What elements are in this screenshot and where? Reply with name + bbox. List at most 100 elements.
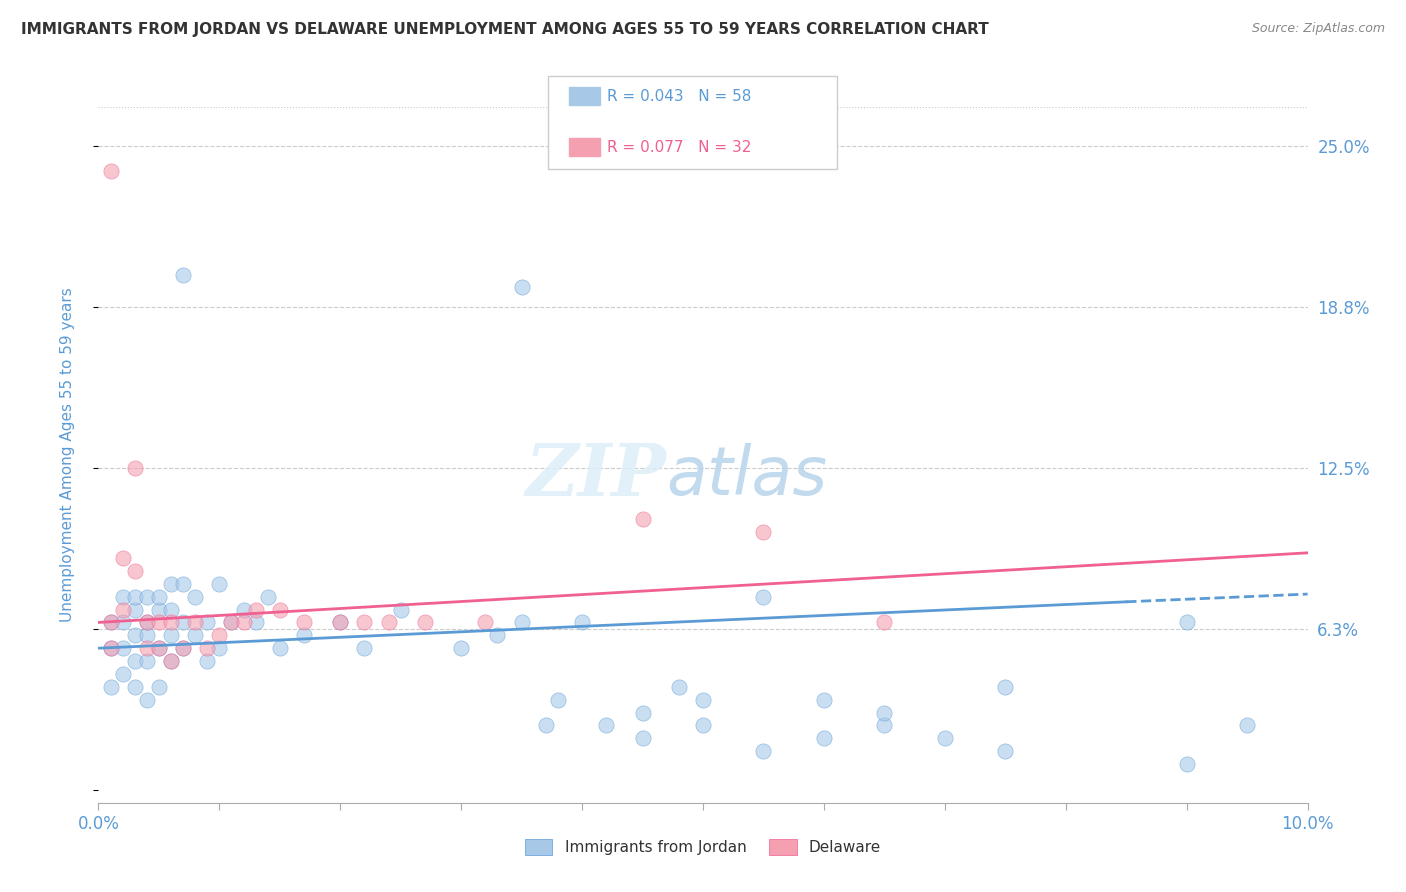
Point <box>813 692 835 706</box>
Point <box>1175 615 1198 630</box>
Point <box>668 680 690 694</box>
Text: R = 0.043   N = 58: R = 0.043 N = 58 <box>607 89 752 103</box>
Point <box>232 602 254 616</box>
Point <box>195 641 218 656</box>
Point <box>631 706 654 720</box>
Point <box>172 576 194 591</box>
Point <box>172 268 194 282</box>
Point <box>124 590 146 604</box>
Point <box>245 615 267 630</box>
Point <box>124 460 146 475</box>
Point <box>111 590 134 604</box>
Point <box>377 615 399 630</box>
Point <box>873 718 896 732</box>
Point <box>292 628 315 642</box>
Point <box>160 628 183 642</box>
Point <box>100 164 122 178</box>
Point <box>208 641 231 656</box>
Point <box>353 615 375 630</box>
Point <box>595 718 617 732</box>
Point <box>873 706 896 720</box>
Point <box>100 641 122 656</box>
Y-axis label: Unemployment Among Ages 55 to 59 years: Unemployment Among Ages 55 to 59 years <box>60 287 75 623</box>
Point <box>510 280 533 294</box>
Point <box>172 641 194 656</box>
Point <box>160 576 183 591</box>
Point <box>135 615 157 630</box>
Point <box>111 641 134 656</box>
Point <box>994 744 1017 758</box>
Point <box>100 680 122 694</box>
Point <box>486 628 509 642</box>
Point <box>148 615 170 630</box>
Point <box>329 615 352 630</box>
Point <box>111 551 134 566</box>
Point <box>208 628 231 642</box>
Point <box>135 654 157 668</box>
Point <box>510 615 533 630</box>
Point <box>208 576 231 591</box>
Point <box>752 744 775 758</box>
Point <box>135 641 157 656</box>
Point <box>111 602 134 616</box>
Point <box>1175 757 1198 772</box>
Point <box>184 628 207 642</box>
Point <box>135 692 157 706</box>
Point <box>195 615 218 630</box>
Point <box>292 615 315 630</box>
Point <box>813 731 835 746</box>
Point <box>232 615 254 630</box>
Text: ZIP: ZIP <box>526 441 666 511</box>
Point <box>752 525 775 540</box>
Point <box>353 641 375 656</box>
Point <box>100 615 122 630</box>
Point <box>172 615 194 630</box>
Point <box>195 654 218 668</box>
Point <box>631 731 654 746</box>
Point <box>413 615 436 630</box>
Point <box>124 628 146 642</box>
Point <box>474 615 496 630</box>
Point <box>571 615 593 630</box>
Point <box>256 590 278 604</box>
Point <box>692 718 714 732</box>
Point <box>934 731 956 746</box>
Point <box>172 641 194 656</box>
Point <box>450 641 472 656</box>
Point <box>124 564 146 578</box>
Point <box>547 692 569 706</box>
Point <box>1236 718 1258 732</box>
Point <box>160 654 183 668</box>
Point <box>111 667 134 681</box>
Point <box>135 590 157 604</box>
Point <box>534 718 557 732</box>
Point <box>221 615 243 630</box>
Point <box>148 641 170 656</box>
Point <box>100 615 122 630</box>
Point <box>245 602 267 616</box>
Text: R = 0.077   N = 32: R = 0.077 N = 32 <box>607 140 752 154</box>
Point <box>873 615 896 630</box>
Point <box>160 654 183 668</box>
Point <box>329 615 352 630</box>
Text: Source: ZipAtlas.com: Source: ZipAtlas.com <box>1251 22 1385 36</box>
Point <box>148 641 170 656</box>
Point <box>389 602 412 616</box>
Text: IMMIGRANTS FROM JORDAN VS DELAWARE UNEMPLOYMENT AMONG AGES 55 TO 59 YEARS CORREL: IMMIGRANTS FROM JORDAN VS DELAWARE UNEMP… <box>21 22 988 37</box>
Point <box>148 590 170 604</box>
Point <box>111 615 134 630</box>
Point <box>752 590 775 604</box>
Point <box>148 680 170 694</box>
Point <box>631 512 654 526</box>
Point <box>124 602 146 616</box>
Point <box>184 590 207 604</box>
Point <box>124 654 146 668</box>
Point <box>994 680 1017 694</box>
Point <box>135 615 157 630</box>
Point <box>124 680 146 694</box>
Point <box>269 641 291 656</box>
Point <box>100 641 122 656</box>
Text: atlas: atlas <box>666 442 828 508</box>
Point <box>269 602 291 616</box>
Point <box>160 615 183 630</box>
